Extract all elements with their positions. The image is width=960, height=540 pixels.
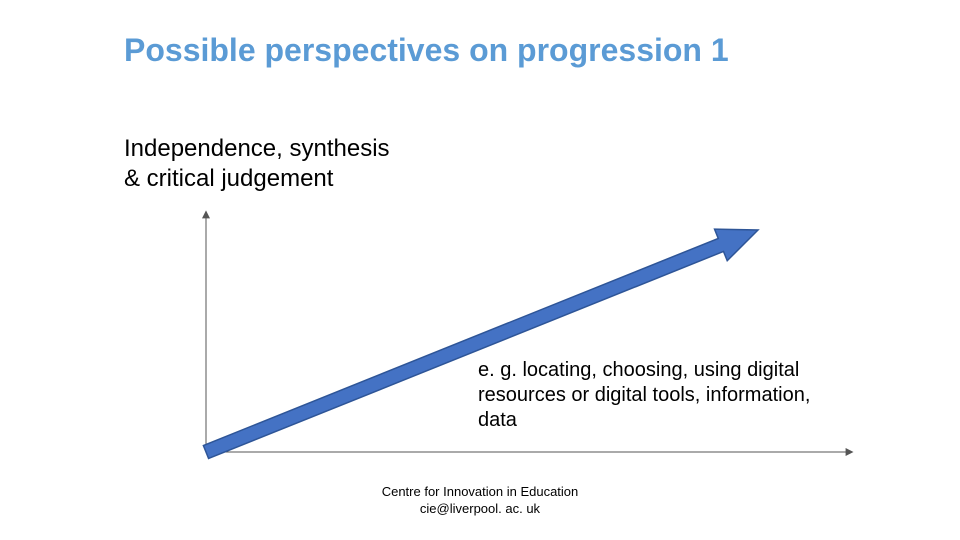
progression-diagram [198,210,858,460]
y-axis-label-line1: Independence, synthesis [124,135,390,162]
y-axis-label-line2: & critical judgement [124,165,333,192]
slide-footer: Centre for Innovation in Education cie@l… [0,484,960,518]
slide-title: Possible perspectives on progression 1 [124,32,729,69]
footer-email: cie@liverpool. ac. uk [420,501,540,516]
footer-org: Centre for Innovation in Education [382,484,579,499]
y-axis-label: Independence, synthesis & critical judge… [124,134,390,194]
